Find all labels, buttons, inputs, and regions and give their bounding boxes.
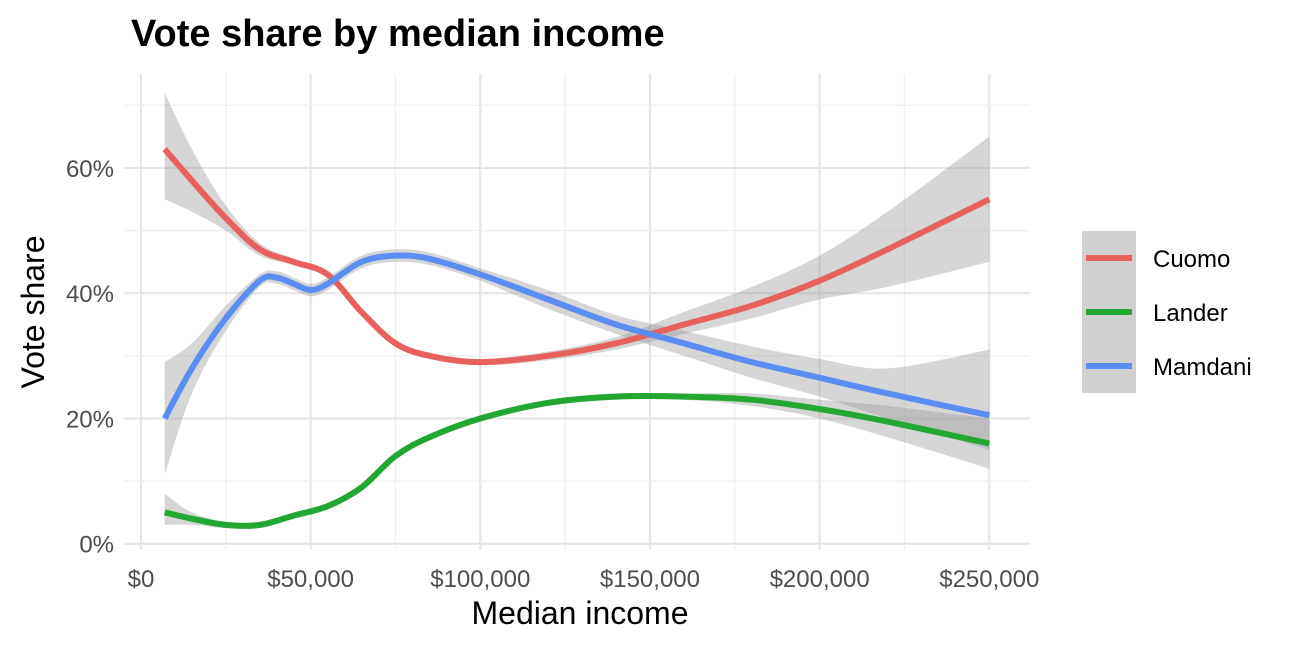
series-line-mamdani: [162, 252, 990, 420]
y-tick-label: 60%: [66, 156, 114, 183]
x-tick-label: $200,000: [770, 566, 870, 593]
legend-item-mamdani: Mamdani: [1082, 339, 1252, 393]
y-tick-label: 20%: [66, 406, 114, 433]
x-tick-label: $100,000: [430, 566, 530, 593]
y-tick-label: 40%: [66, 281, 114, 308]
x-tick-label: $250,000: [939, 566, 1039, 593]
grid: [124, 74, 1030, 550]
y-tick-label: 0%: [79, 532, 114, 559]
legend-label: Mamdani: [1153, 354, 1252, 381]
y-axis-title: Vote share: [15, 236, 51, 389]
legend-label: Cuomo: [1153, 246, 1230, 273]
legend-item-cuomo: Cuomo: [1082, 231, 1230, 285]
series-line-lander: [163, 392, 990, 529]
confidence-band-lander: [164, 392, 990, 529]
confidence-band-cuomo: [164, 92, 990, 366]
legend-item-lander: Lander: [1082, 285, 1228, 339]
chart-title: Vote share by median income: [131, 13, 665, 55]
x-tick-label: $50,000: [267, 566, 354, 593]
x-tick-label: $150,000: [600, 566, 700, 593]
confidence-band-mamdani: [164, 249, 990, 475]
x-axis-ticks: $0 $50,000 $100,000 $150,000 $200,000 $250,00…: [128, 566, 1040, 593]
legend-label: Lander: [1153, 300, 1228, 327]
x-tick-label: $0: [128, 566, 155, 593]
y-axis-ticks: 0% 20% 40% 60%: [66, 156, 114, 559]
series-line-cuomo: [162, 147, 991, 366]
series-lines: [162, 147, 991, 529]
legend: Cuomo Lander Mamdani: [1082, 231, 1252, 393]
x-axis-title: Median income: [472, 595, 689, 631]
